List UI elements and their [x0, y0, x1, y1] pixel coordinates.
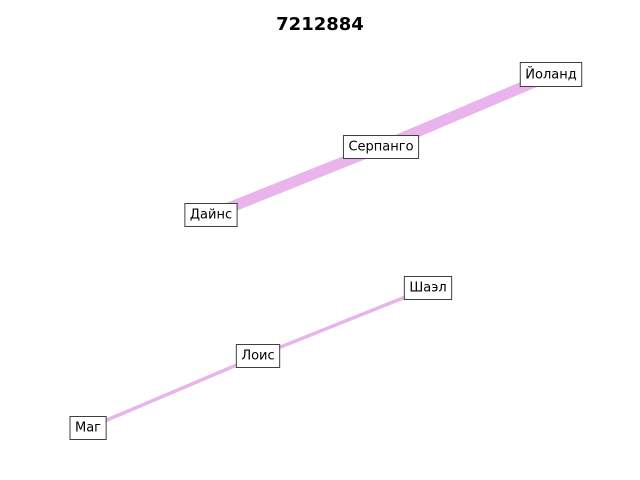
node-box	[342, 135, 420, 159]
node-box	[403, 276, 453, 300]
node-mag: Маг	[69, 416, 107, 440]
node-yoland: Йоланд	[519, 62, 583, 87]
edge-mag-lois	[87, 354, 259, 430]
node-box	[69, 416, 107, 440]
node-serpango: Серпанго	[342, 135, 420, 159]
edges-layer	[87, 69, 554, 430]
node-label: Маг	[75, 421, 101, 436]
node-label: Лоис	[241, 349, 274, 364]
node-shael: Шаэл	[403, 276, 453, 300]
node-label: Йоланд	[525, 67, 576, 83]
node-label: Шаэл	[409, 281, 446, 296]
node-box	[235, 344, 281, 368]
node-box	[184, 203, 238, 227]
diagram-title: 7212884	[276, 14, 364, 35]
node-lois: Лоис	[235, 344, 281, 368]
edge-lois-shael	[257, 286, 429, 358]
node-dains: Дайнс	[184, 203, 238, 227]
node-box	[519, 62, 583, 87]
node-label: Дайнс	[190, 208, 232, 223]
nodes-layer: Йоланд Серпанго Дайнс Шаэл Лоис Маг	[69, 62, 583, 440]
node-label: Серпанго	[348, 140, 413, 155]
